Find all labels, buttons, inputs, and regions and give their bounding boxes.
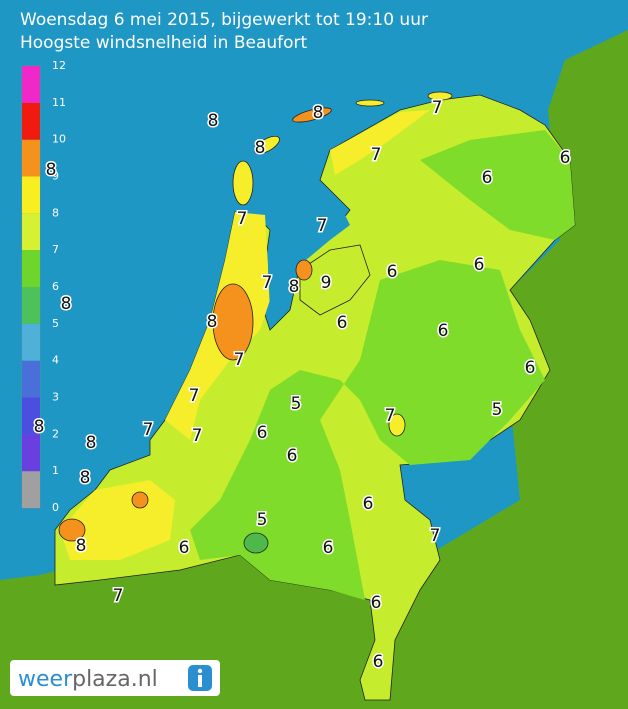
wind-label: 9 <box>321 273 332 293</box>
legend-swatch <box>22 434 40 472</box>
dark-green-zone <box>243 532 269 554</box>
island <box>355 99 385 107</box>
legend-label: 4 <box>52 354 59 367</box>
legend-label: 9 <box>52 170 59 183</box>
wind-label: 8 <box>34 417 45 437</box>
island <box>427 91 453 101</box>
wind-label: 7 <box>113 586 124 606</box>
wind-label: 6 <box>371 593 382 613</box>
wind-label: 7 <box>234 350 245 370</box>
wind-label: 6 <box>560 148 571 168</box>
legend-label: 6 <box>52 280 59 293</box>
subtitle: Hoogste windsnelheid in Beaufort <box>20 33 308 53</box>
legend-swatch <box>22 213 40 251</box>
legend-label: 10 <box>52 133 66 146</box>
wind-label: 8 <box>86 433 97 453</box>
legend-label: 0 <box>52 501 59 514</box>
island <box>232 160 254 206</box>
wind-label: 7 <box>262 273 273 293</box>
logo: weerplaza.nl <box>10 660 220 696</box>
legend-swatch <box>22 176 40 214</box>
wind-label: 7 <box>237 209 248 229</box>
wind-label: 8 <box>76 536 87 556</box>
legend-swatch <box>22 287 40 324</box>
wind-label: 7 <box>385 406 396 426</box>
wind-label: 6 <box>257 423 268 443</box>
island <box>254 135 280 155</box>
wind-label: 5 <box>492 400 503 420</box>
wind-label: 8 <box>289 277 300 297</box>
legend-swatch <box>22 471 40 508</box>
logo-background <box>10 660 220 696</box>
legend-swatch <box>22 66 40 103</box>
water-ijsselmeer <box>268 205 350 310</box>
orange-zone <box>58 518 86 542</box>
wind-label: 6 <box>482 168 493 188</box>
logo-icon-bar <box>198 675 202 687</box>
wind-label: 6 <box>525 358 536 378</box>
wind-label: 7 <box>189 386 200 406</box>
legend-label: 7 <box>52 243 59 256</box>
green-zone <box>420 130 575 240</box>
legend-label: 2 <box>52 427 59 440</box>
logo-text: weerplaza.nl <box>18 667 158 692</box>
legend-swatch <box>22 102 40 140</box>
wind-label: 6 <box>373 652 384 672</box>
wind-label: 6 <box>363 494 374 514</box>
wind-label: 8 <box>46 160 57 180</box>
legend-swatch <box>22 397 40 435</box>
legend-swatch <box>22 139 40 177</box>
wind-label: 8 <box>208 111 219 131</box>
title: Woensdag 6 mei 2015, bijgewerkt tot 19:1… <box>20 10 428 30</box>
wind-label: 8 <box>313 103 324 123</box>
wind-label: 5 <box>257 510 268 530</box>
wind-label: 8 <box>61 294 72 314</box>
orange-zone <box>295 259 313 281</box>
legend-label: 3 <box>52 391 59 404</box>
wind-label: 7 <box>317 216 328 236</box>
wind-label: 8 <box>80 468 91 488</box>
wind-label: 6 <box>337 313 348 333</box>
green-zone <box>190 260 545 600</box>
legend-label: 11 <box>52 96 66 109</box>
yellow-zone <box>330 110 430 175</box>
legend-label: 8 <box>52 206 59 219</box>
flevoland <box>299 244 371 316</box>
wind-label: 7 <box>371 145 382 165</box>
wind-label: 5 <box>291 394 302 414</box>
logo-weer: weer <box>18 667 73 692</box>
wind-label: 6 <box>387 262 398 282</box>
legend-label: 5 <box>52 317 59 330</box>
wind-label: 7 <box>192 426 203 446</box>
wind-label: 7 <box>143 420 154 440</box>
wind-label: 6 <box>287 446 298 466</box>
legend-label: 12 <box>52 59 66 72</box>
wind-label: 6 <box>323 538 334 558</box>
wind-label: 6 <box>438 321 449 341</box>
yellow-zone <box>388 413 406 437</box>
neighbour-land <box>0 30 628 709</box>
legend-swatch <box>22 360 40 398</box>
orange-zone <box>131 491 149 509</box>
wind-label: 7 <box>430 526 441 546</box>
wind-label: 6 <box>179 538 190 558</box>
legend-label: 1 <box>52 464 59 477</box>
island <box>292 107 332 123</box>
logo-icon-dot <box>197 668 203 674</box>
wind-label: 8 <box>207 312 218 332</box>
legend-swatch <box>22 323 40 361</box>
wind-label: 7 <box>432 98 443 118</box>
orange-zone <box>212 283 254 361</box>
wind-label: 6 <box>474 255 485 275</box>
logo-plaza: plaza.nl <box>72 667 158 692</box>
legend-swatch <box>22 250 40 287</box>
wind-label: 8 <box>255 138 266 158</box>
